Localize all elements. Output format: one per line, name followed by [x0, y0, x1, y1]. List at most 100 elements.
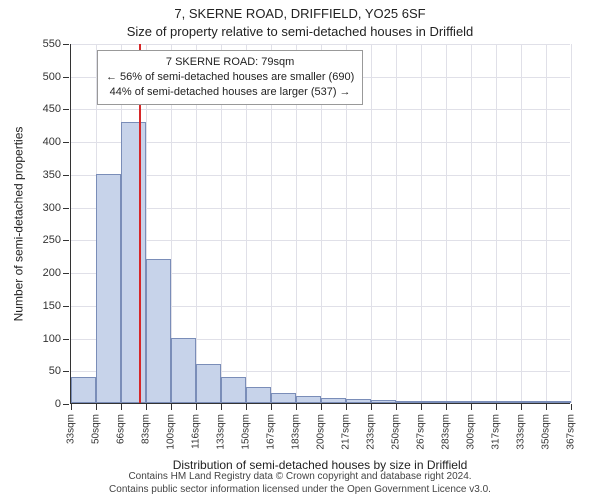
y-tick — [63, 44, 69, 45]
x-tick-label: 33sqm — [66, 414, 77, 444]
y-tick — [63, 240, 69, 241]
x-tick — [121, 404, 122, 410]
gridline-v — [546, 44, 547, 403]
x-tick-label: 217sqm — [341, 414, 352, 450]
y-tick-label: 450 — [43, 103, 61, 115]
info-box-line3: 44% of semi-detached houses are larger (… — [106, 85, 354, 100]
x-tick-label: 116sqm — [191, 414, 202, 449]
x-axis-label: Distribution of semi-detached houses by … — [70, 458, 570, 472]
y-tick — [63, 306, 69, 307]
y-tick — [63, 339, 69, 340]
y-tick-label: 100 — [43, 333, 61, 345]
x-tick-label: 233sqm — [366, 414, 377, 450]
x-tick — [321, 404, 322, 410]
x-tick — [546, 404, 547, 410]
x-tick-label: 183sqm — [291, 414, 302, 450]
x-tick — [196, 404, 197, 410]
copyright-line-1: Contains HM Land Registry data © Crown c… — [0, 471, 600, 484]
histogram-bar — [246, 387, 271, 403]
gridline-v — [521, 44, 522, 403]
gridline-v — [496, 44, 497, 403]
histogram-bar — [521, 401, 546, 403]
histogram-bar — [146, 259, 171, 403]
histogram-bar — [321, 398, 346, 403]
info-box: 7 SKERNE ROAD: 79sqm← 56% of semi-detach… — [97, 50, 363, 105]
gridline-v — [371, 44, 372, 403]
histogram-bar — [121, 122, 146, 403]
x-tick — [521, 404, 522, 410]
x-tick — [346, 404, 347, 410]
histogram-bar — [296, 396, 321, 403]
x-tick-label: 367sqm — [566, 414, 577, 450]
histogram-bar — [271, 393, 296, 403]
histogram-bar — [446, 401, 471, 403]
x-tick-label: 267sqm — [416, 414, 427, 450]
y-tick — [63, 142, 69, 143]
y-tick — [63, 371, 69, 372]
x-tick — [221, 404, 222, 410]
x-tick-label: 50sqm — [91, 414, 102, 444]
x-tick — [296, 404, 297, 410]
x-tick-label: 300sqm — [466, 414, 477, 450]
x-tick — [371, 404, 372, 410]
y-tick-label: 50 — [49, 365, 61, 377]
x-tick — [146, 404, 147, 410]
x-tick-label: 83sqm — [141, 414, 152, 444]
histogram-bar — [396, 401, 421, 403]
histogram-bar — [171, 338, 196, 403]
histogram-bar — [496, 401, 521, 403]
y-tick-label: 0 — [55, 398, 61, 410]
x-tick-label: 333sqm — [516, 414, 527, 450]
y-tick-label: 400 — [43, 136, 61, 148]
y-tick — [63, 404, 69, 405]
x-tick — [396, 404, 397, 410]
x-tick — [246, 404, 247, 410]
x-tick-label: 350sqm — [541, 414, 552, 450]
x-tick — [571, 404, 572, 410]
histogram-bar — [346, 399, 371, 403]
y-tick-label: 150 — [43, 300, 61, 312]
x-tick — [471, 404, 472, 410]
y-tick — [63, 175, 69, 176]
y-tick — [63, 109, 69, 110]
histogram-bar — [471, 401, 496, 403]
x-tick-label: 133sqm — [216, 414, 227, 450]
copyright-line-2: Contains public sector information licen… — [0, 484, 600, 497]
histogram-bar — [196, 364, 221, 403]
histogram-bar — [96, 174, 121, 403]
y-tick-label: 250 — [43, 234, 61, 246]
y-tick — [63, 208, 69, 209]
y-tick-label: 200 — [43, 267, 61, 279]
page-title: 7, SKERNE ROAD, DRIFFIELD, YO25 6SF — [0, 6, 600, 21]
x-tick-label: 100sqm — [166, 414, 177, 450]
y-tick-label: 500 — [43, 71, 61, 83]
chart-container: 7, SKERNE ROAD, DRIFFIELD, YO25 6SF Size… — [0, 0, 600, 500]
gridline-v — [396, 44, 397, 403]
y-tick — [63, 273, 69, 274]
info-box-line1: 7 SKERNE ROAD: 79sqm — [106, 55, 354, 70]
x-tick — [446, 404, 447, 410]
x-tick-label: 283sqm — [441, 414, 452, 450]
x-tick — [496, 404, 497, 410]
copyright-text: Contains HM Land Registry data © Crown c… — [0, 471, 600, 496]
gridline-v — [571, 44, 572, 403]
gridline-v — [421, 44, 422, 403]
y-tick-label: 350 — [43, 169, 61, 181]
x-tick — [96, 404, 97, 410]
x-tick-label: 200sqm — [316, 414, 327, 450]
histogram-bar — [421, 401, 446, 403]
y-tick-label: 300 — [43, 202, 61, 214]
gridline-v — [471, 44, 472, 403]
x-tick — [71, 404, 72, 410]
x-tick-label: 150sqm — [241, 414, 252, 450]
info-box-line2: ← 56% of semi-detached houses are smalle… — [106, 70, 354, 85]
histogram-bar — [221, 377, 246, 403]
x-tick-label: 317sqm — [491, 414, 502, 450]
x-tick-label: 66sqm — [116, 414, 127, 444]
x-tick — [271, 404, 272, 410]
x-tick-label: 167sqm — [266, 414, 277, 450]
histogram-bar — [546, 401, 571, 403]
x-tick — [421, 404, 422, 410]
histogram-bar — [371, 400, 396, 403]
y-tick — [63, 77, 69, 78]
